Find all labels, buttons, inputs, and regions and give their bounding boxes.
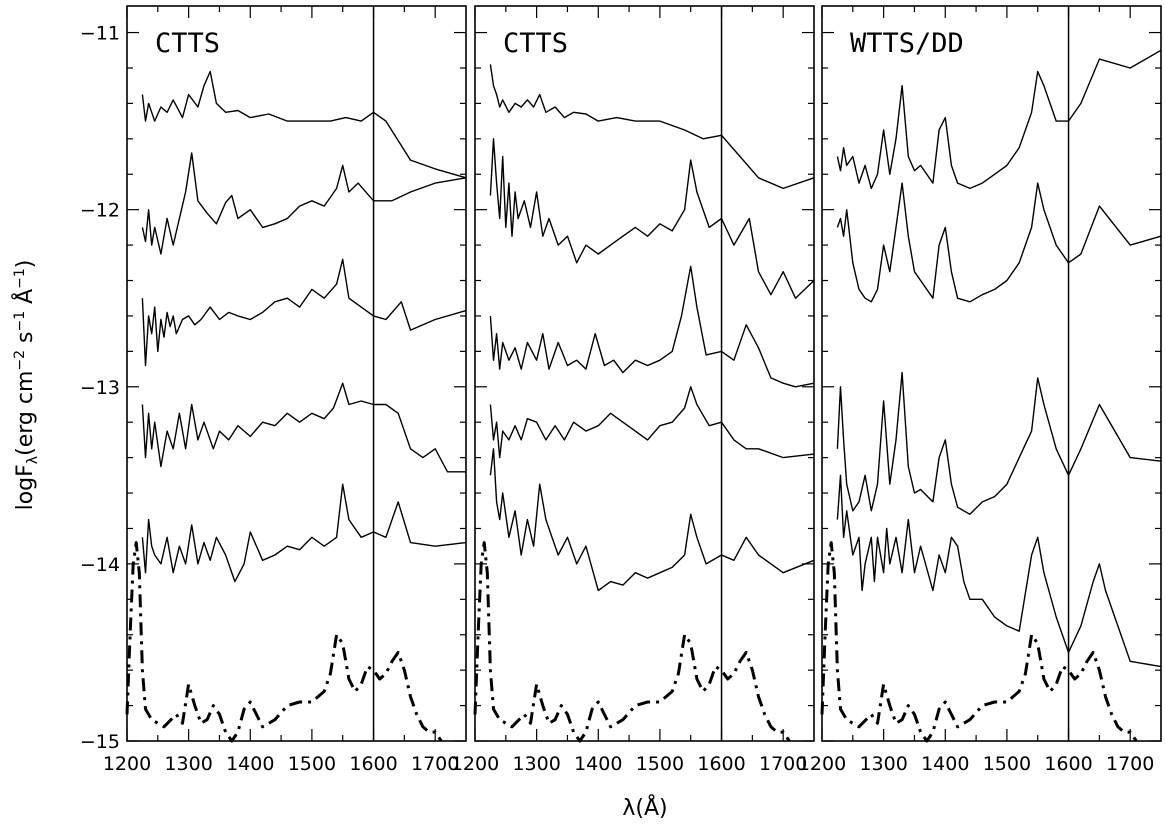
y-tick-label: −11 <box>80 23 120 45</box>
spectrum-line-3-2 <box>836 182 1162 303</box>
x-tick-label: 1700 <box>1106 753 1154 775</box>
panel-frame-1 <box>126 5 467 742</box>
spectrum-line-1-4 <box>141 382 466 473</box>
spectrum-line-3-4 <box>836 474 1162 668</box>
x-tick-label: 1400 <box>226 753 274 775</box>
x-tick-label: 1600 <box>349 753 397 775</box>
x-tick-label: 1600 <box>697 753 745 775</box>
x-tick-label: 1500 <box>983 753 1031 775</box>
template-line-2 <box>473 541 791 743</box>
panel-title-3: WTTS/DD <box>850 28 964 59</box>
spectrum-line-2-5 <box>489 448 815 592</box>
x-tick-label: 1700 <box>759 753 807 775</box>
x-tick-label: 1500 <box>288 753 336 775</box>
x-tick-label: 1300 <box>859 753 907 775</box>
y-tick-label: −13 <box>80 377 120 399</box>
spectrum-line-3-3 <box>836 371 1162 515</box>
x-tick-label: 1300 <box>164 753 212 775</box>
spectrum-line-3-1 <box>836 49 1162 190</box>
panel-frame-3 <box>821 5 1162 742</box>
spectrum-line-2-3 <box>489 265 815 388</box>
template-line-1 <box>125 541 443 743</box>
spectrum-line-1-3 <box>141 258 467 367</box>
x-tick-label: 1500 <box>636 753 684 775</box>
spectrum-line-1-1 <box>141 70 467 179</box>
spectrum-line-2-4 <box>489 386 815 459</box>
y-tick-label: −12 <box>80 200 120 222</box>
y-tick-labels: −15 −14 −13 −12 −11 <box>80 23 120 753</box>
y-axis-title: logFλ(erg cm−2 s−1 Å−1) <box>11 260 41 511</box>
panel-1: CTTS <box>125 5 467 743</box>
panel-3: WTTS/DD <box>820 5 1162 743</box>
x-tick-label: 1200 <box>451 753 499 775</box>
panel-frame-2 <box>474 5 815 742</box>
spectrum-line-1-2 <box>141 152 467 255</box>
panel-title-2: CTTS <box>503 28 568 59</box>
x-tick-label: 1400 <box>574 753 622 775</box>
x-tick-label: 1200 <box>103 753 151 775</box>
x-tick-label: 1400 <box>921 753 969 775</box>
y-tick-label: −15 <box>80 731 120 753</box>
panel-2: CTTS <box>473 5 815 743</box>
x-tick-label: 1200 <box>798 753 846 775</box>
panels: CTTS CTTS WTTS/DD <box>125 5 1162 743</box>
x-tick-label: 1600 <box>1044 753 1092 775</box>
spectrum-line-2-2 <box>489 138 815 299</box>
spectrum-line-2-1 <box>489 64 815 190</box>
x-axis-title: λ(Å) <box>622 794 667 821</box>
y-tick-label: −14 <box>80 554 120 576</box>
x-tick-label: 1700 <box>411 753 459 775</box>
template-line-3 <box>820 541 1138 743</box>
x-tick-label: 1300 <box>512 753 560 775</box>
spectrum-line-1-5 <box>141 483 467 583</box>
panel-title-1: CTTS <box>155 28 220 59</box>
